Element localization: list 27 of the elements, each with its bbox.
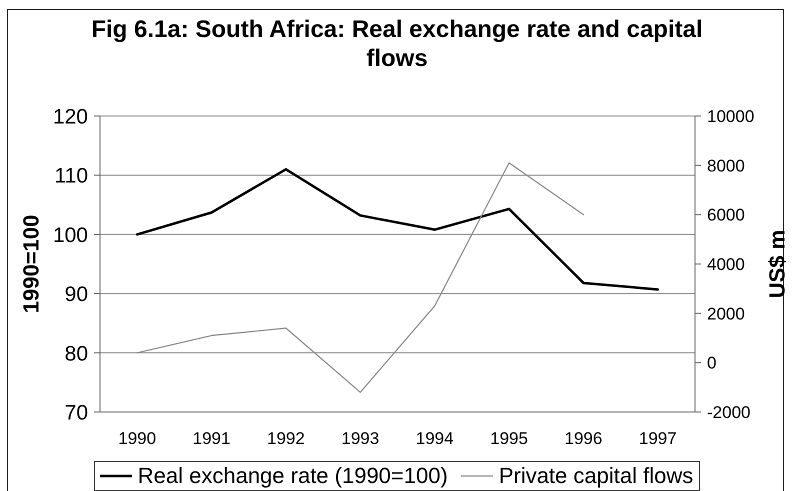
y2-tick-label: 6000 bbox=[707, 206, 745, 225]
y-tick-label: 110 bbox=[54, 164, 88, 188]
y-tick-label: 70 bbox=[64, 401, 88, 424]
y2-axis-title: US$ m bbox=[764, 230, 790, 298]
legend-label: Private capital flows bbox=[498, 463, 694, 489]
legend-label: Real exchange rate (1990=100) bbox=[138, 463, 448, 489]
y-tick-label: 120 bbox=[52, 105, 88, 128]
x-tick-label: 1992 bbox=[267, 429, 305, 448]
y2-tick-label: 10000 bbox=[707, 107, 754, 126]
y-tick-label: 80 bbox=[64, 342, 88, 366]
x-tick-label: 1996 bbox=[564, 429, 602, 448]
y2-tick-label: -2000 bbox=[707, 403, 750, 422]
x-tick-label: 1995 bbox=[490, 429, 528, 448]
x-tick-label: 1993 bbox=[341, 429, 380, 448]
x-tick-label: 1994 bbox=[416, 429, 454, 448]
y2-tick-label: 8000 bbox=[707, 156, 745, 176]
y-tick-label: 90 bbox=[64, 283, 88, 306]
y2-tick-label: 4000 bbox=[707, 255, 745, 274]
y2-tick-label: 0 bbox=[707, 354, 716, 373]
line-series bbox=[136, 168, 660, 291]
chart-title: Fig 6.1a: South Africa: Real exchange rate and capital flows bbox=[90, 15, 704, 73]
y-axis-title: 1990=100 bbox=[18, 214, 44, 314]
x-tick-label: 1991 bbox=[192, 429, 230, 448]
y-tick-label: 100 bbox=[52, 224, 88, 247]
y2-tick-label: 2000 bbox=[707, 304, 745, 324]
x-tick-label: 1997 bbox=[638, 429, 677, 448]
x-tick-label: 1990 bbox=[118, 429, 156, 448]
